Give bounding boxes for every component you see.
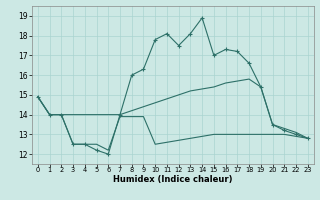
X-axis label: Humidex (Indice chaleur): Humidex (Indice chaleur) <box>113 175 233 184</box>
